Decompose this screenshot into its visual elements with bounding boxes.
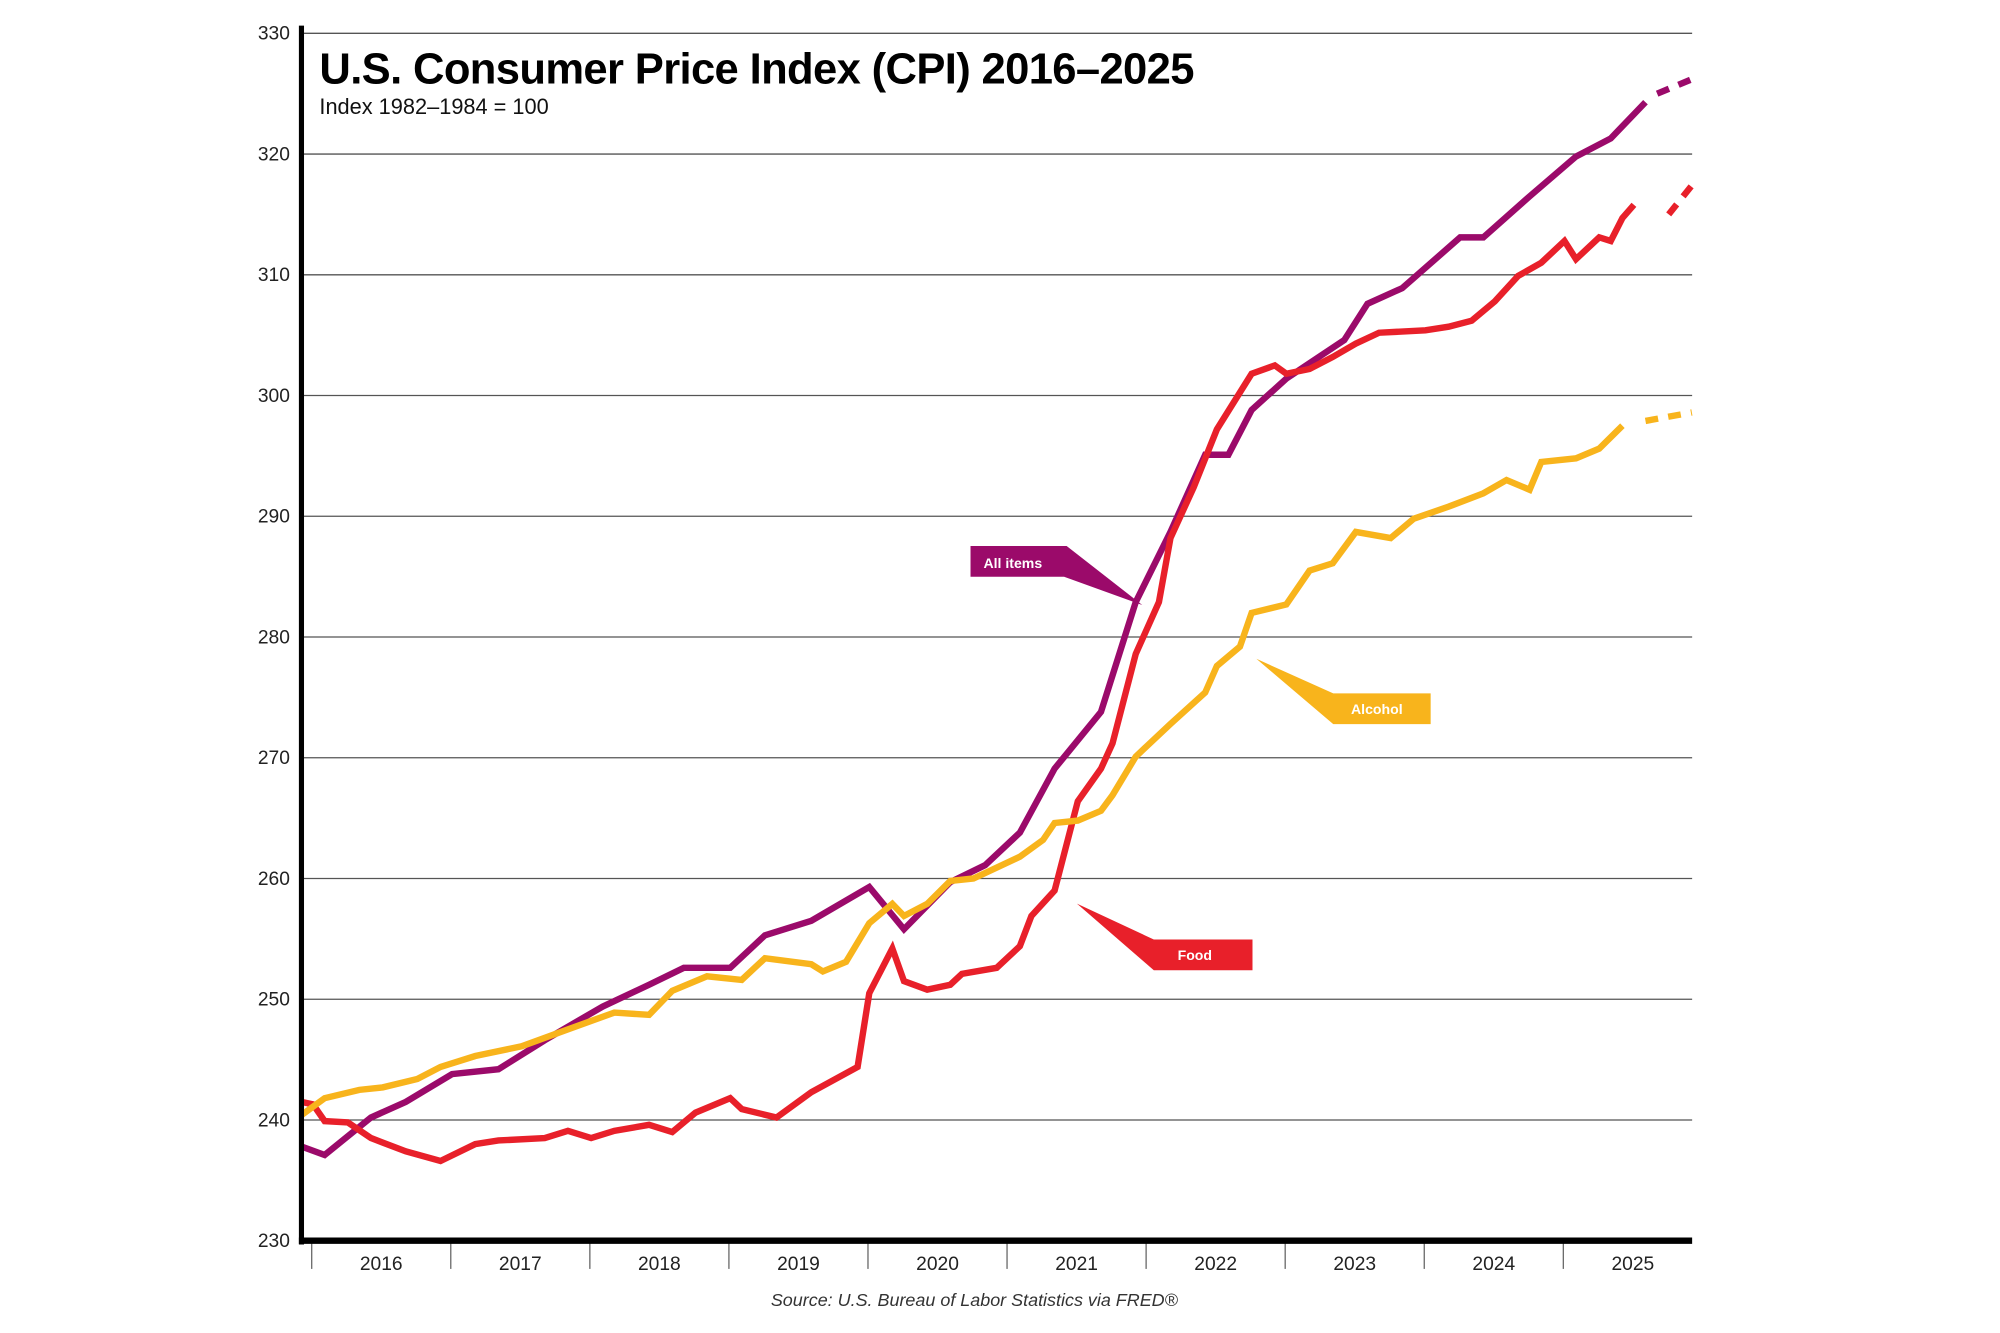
series-line-all-items: [300, 99, 1648, 1159]
x-tick-label: 2023: [1333, 1254, 1376, 1275]
callout-food: Food: [1076, 903, 1253, 971]
y-tick-label: 320: [258, 144, 290, 165]
series-line-alcohol: [299, 423, 1625, 1118]
callout-alcohol-shape: [1256, 658, 1431, 725]
y-tick-label: 250: [258, 990, 290, 1011]
callout-food-label: Food: [1178, 947, 1212, 963]
y-tick-label: 300: [258, 386, 290, 407]
x-tick-label: 2022: [1194, 1254, 1237, 1275]
x-tick-label: 2024: [1472, 1254, 1515, 1275]
chart-subtitle: Index 1982–1984 = 100: [319, 94, 548, 119]
series-projection-all-items: [1655, 76, 1694, 97]
chart-source: Source: U.S. Bureau of Labor Statistics …: [771, 1290, 1179, 1310]
y-tick-label: 290: [258, 507, 290, 528]
callout-all-items-shape: [970, 546, 1143, 605]
x-axis-tick-labels: 2016 2017 2018 2019 2020 2021 2022 2023 2024 2025: [311, 1243, 1654, 1275]
y-tick-label: 260: [258, 869, 290, 890]
series-projection-food: [1666, 183, 1695, 217]
callout-alcohol-label: Alcohol: [1351, 701, 1403, 717]
x-tick-label: 2019: [777, 1254, 820, 1275]
callout-food-shape: [1076, 903, 1253, 971]
series-projection-alcohol: [1644, 409, 1693, 425]
x-tick-label: 2017: [499, 1254, 542, 1275]
x-tick-label: 2020: [916, 1254, 959, 1275]
gridlines: [301, 32, 1693, 1121]
callout-all-items-label: All items: [983, 555, 1042, 571]
callout-all-items: All items: [970, 546, 1143, 605]
x-tick-label: 2021: [1055, 1254, 1098, 1275]
y-tick-label: 270: [258, 748, 290, 769]
y-tick-label: 280: [258, 627, 290, 648]
y-axis-tick-labels: 230 240 250 260 270 280 290 300 310 320 330: [258, 24, 290, 1252]
x-tick-label: 2016: [360, 1254, 403, 1275]
y-tick-label: 310: [258, 265, 290, 286]
y-tick-label: 230: [258, 1231, 290, 1252]
y-tick-label: 330: [258, 24, 290, 45]
callout-alcohol: Alcohol: [1256, 658, 1431, 725]
series-line-food: [300, 202, 1637, 1165]
x-tick-label: 2025: [1611, 1254, 1654, 1275]
x-tick-label: 2018: [638, 1254, 681, 1275]
series-lines: [299, 76, 1695, 1165]
chart-title: U.S. Consumer Price Index (CPI) 2016–202…: [319, 45, 1194, 93]
y-tick-label: 240: [258, 1110, 290, 1131]
